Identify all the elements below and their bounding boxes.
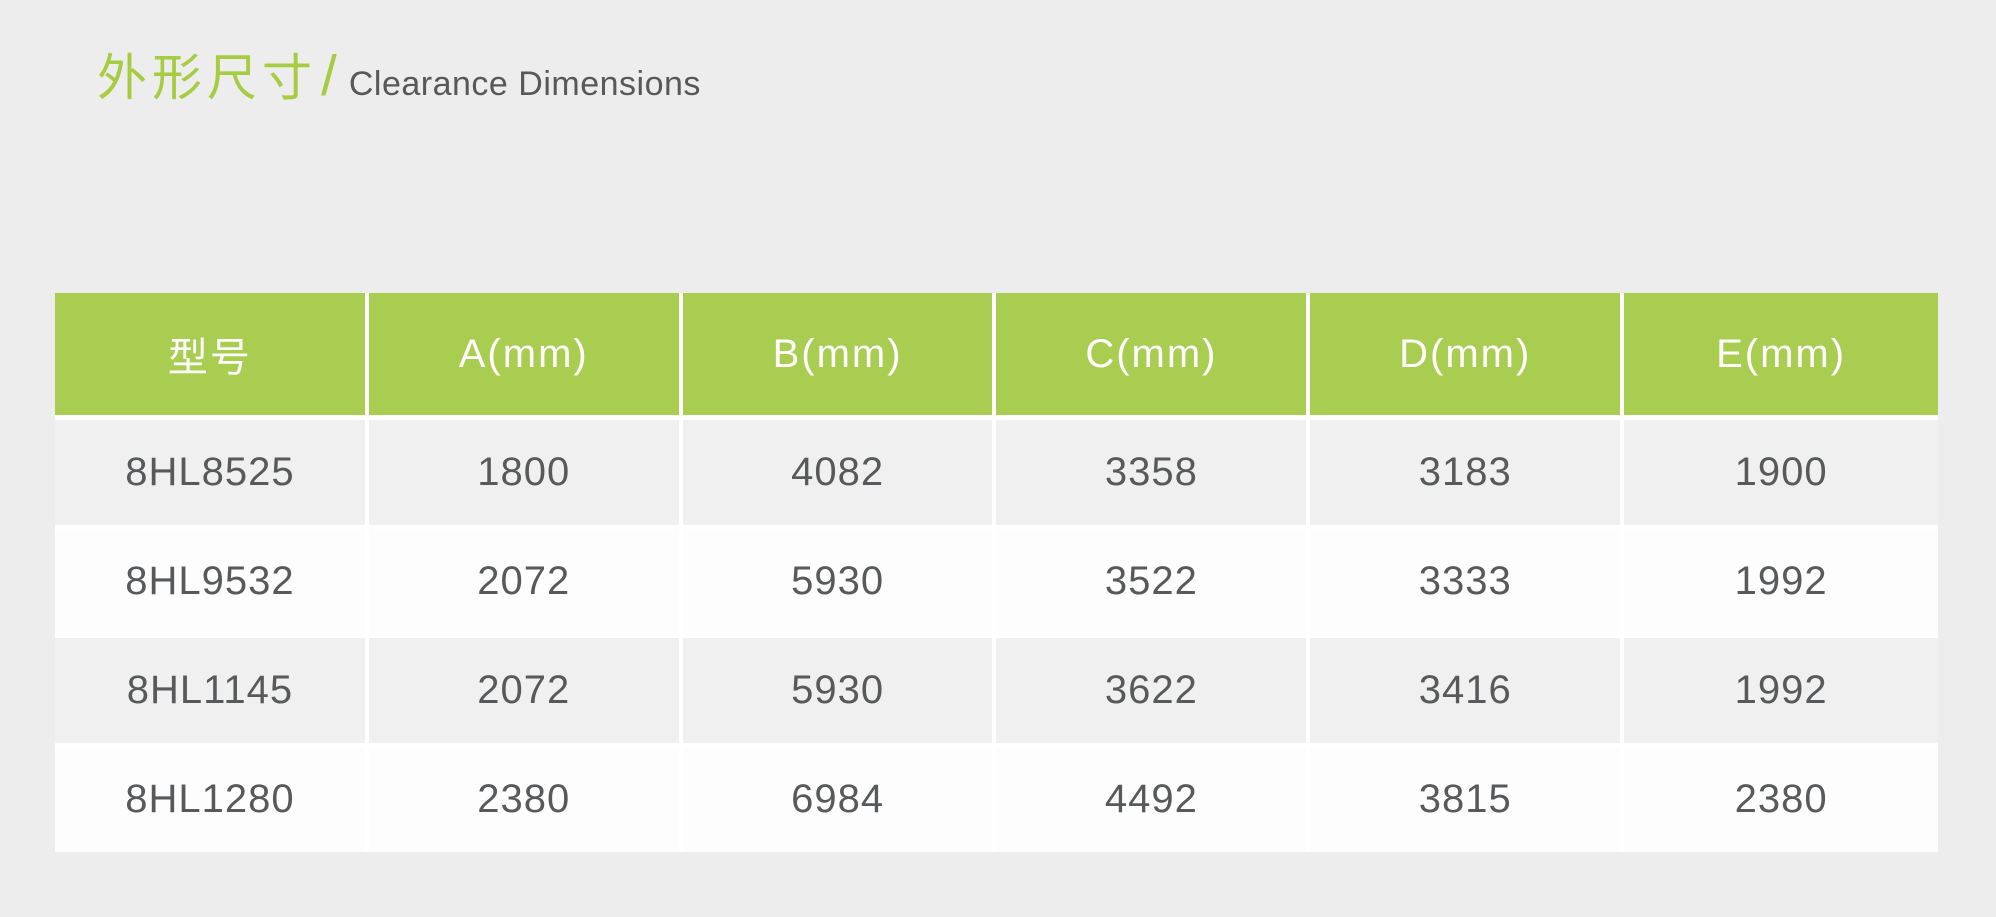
cell-e-mm: 2380	[1624, 747, 1938, 852]
cell-a-mm: 2380	[368, 747, 683, 852]
cell-e-mm: 1992	[1624, 638, 1938, 747]
cell-a-mm: 1800	[368, 420, 683, 529]
title-chinese: 外形尺寸	[97, 50, 317, 106]
cell-c-mm: 4492	[996, 747, 1311, 852]
page-title: 外形尺寸 / Clearance Dimensions	[97, 48, 701, 108]
cell-e-mm: 1900	[1624, 420, 1938, 529]
title-slash-divider: /	[321, 44, 337, 108]
column-header-b-mm: B(mm)	[682, 293, 997, 420]
column-header-c-mm: C(mm)	[996, 293, 1311, 420]
column-header-e-mm: E(mm)	[1624, 293, 1938, 420]
clearance-dimensions-table: 型号 A(mm) B(mm) C(mm) D(mm) E(mm) 8HL8525…	[55, 293, 1938, 852]
cell-a-mm: 2072	[368, 638, 683, 747]
cell-d-mm: 3416	[1310, 638, 1625, 747]
cell-model: 8HL1280	[55, 747, 369, 852]
cell-d-mm: 3183	[1310, 420, 1625, 529]
cell-model: 8HL8525	[55, 420, 369, 529]
cell-model: 8HL1145	[55, 638, 369, 747]
cell-b-mm: 6984	[682, 747, 997, 852]
cell-b-mm: 5930	[682, 638, 997, 747]
table-row: 8HL1280 2380 6984 4492 3815 2380	[55, 747, 1938, 852]
cell-d-mm: 3333	[1310, 529, 1625, 638]
cell-c-mm: 3358	[996, 420, 1311, 529]
cell-model: 8HL9532	[55, 529, 369, 638]
cell-b-mm: 5930	[682, 529, 997, 638]
cell-e-mm: 1992	[1624, 529, 1938, 638]
table-row: 8HL1145 2072 5930 3622 3416 1992	[55, 638, 1938, 747]
cell-d-mm: 3815	[1310, 747, 1625, 852]
table-header-row: 型号 A(mm) B(mm) C(mm) D(mm) E(mm)	[55, 293, 1938, 420]
cell-c-mm: 3622	[996, 638, 1311, 747]
table-row: 8HL8525 1800 4082 3358 3183 1900	[55, 420, 1938, 529]
column-header-a-mm: A(mm)	[368, 293, 683, 420]
column-header-model: 型号	[55, 293, 369, 420]
cell-c-mm: 3522	[996, 529, 1311, 638]
title-english: Clearance Dimensions	[348, 65, 701, 103]
column-header-d-mm: D(mm)	[1310, 293, 1625, 420]
table-header: 型号 A(mm) B(mm) C(mm) D(mm) E(mm)	[55, 293, 1938, 420]
table-body: 8HL8525 1800 4082 3358 3183 1900 8HL9532…	[55, 420, 1938, 852]
cell-a-mm: 2072	[368, 529, 683, 638]
cell-b-mm: 4082	[682, 420, 997, 529]
table-row: 8HL9532 2072 5930 3522 3333 1992	[55, 529, 1938, 638]
